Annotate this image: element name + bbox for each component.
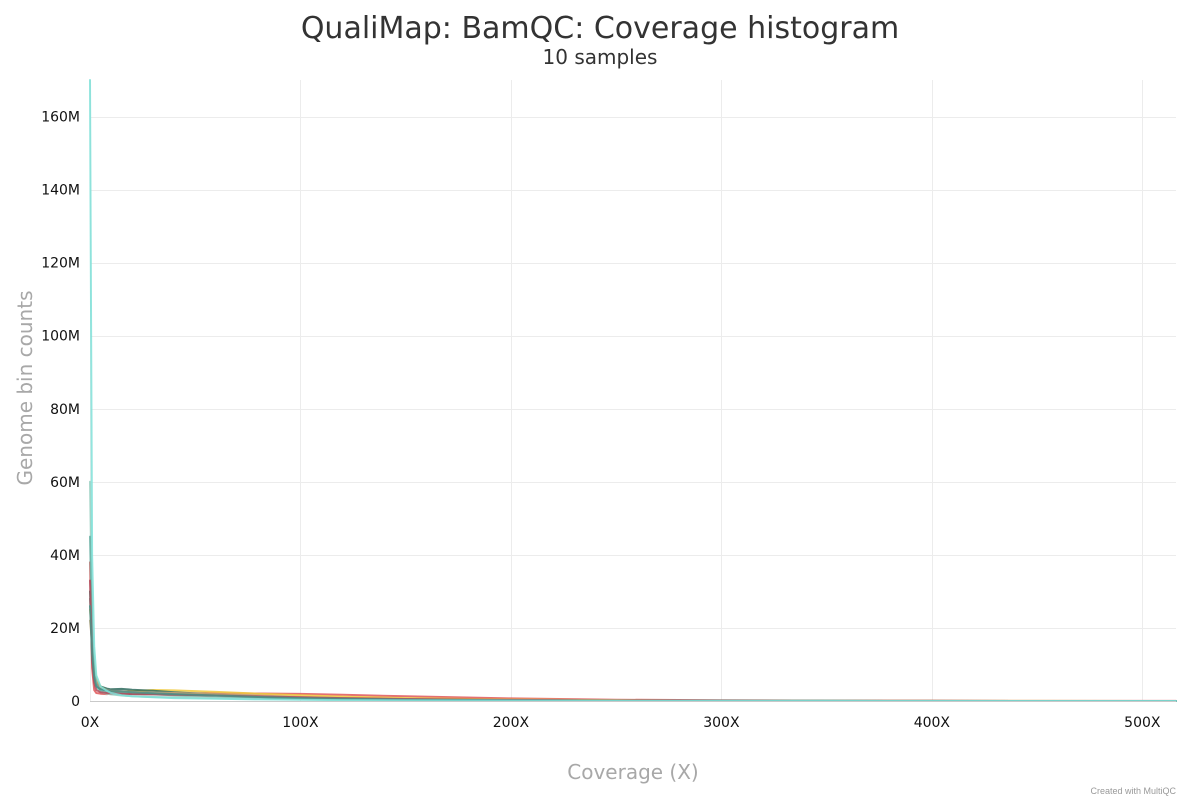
- y-axis-title: Genome bin counts: [13, 291, 37, 486]
- y-tick-label: 140M: [41, 183, 80, 199]
- x-tick-label: 100X: [282, 715, 319, 731]
- series-line-6: [89, 480, 1177, 702]
- y-tick-label: 20M: [50, 621, 80, 637]
- series-line-8: [89, 579, 1177, 702]
- chart-subtitle: 10 samples: [543, 45, 658, 69]
- chart-title: QualiMap: BamQC: Coverage histogram: [301, 11, 899, 46]
- grid-lines: [90, 80, 1176, 701]
- series-line-2: [89, 608, 1177, 702]
- tick-labels: 0 20M 40M 60M 80M 100M 120M 140M 160M 0X 100X 200X 3…: [41, 110, 1161, 731]
- x-tick-label: 0X: [81, 715, 100, 731]
- x-tick-label: 300X: [703, 715, 740, 731]
- series-line-7: [89, 535, 1177, 702]
- y-tick-label: 60M: [50, 475, 80, 491]
- y-tick-label: 120M: [41, 256, 80, 272]
- y-tick-label: 40M: [50, 548, 80, 564]
- y-tick-label: 0: [71, 694, 80, 710]
- y-tick-label: 80M: [50, 402, 80, 418]
- created-with-multiqc: Created with MultiQC: [1090, 786, 1176, 796]
- series-line-5: [89, 619, 1177, 702]
- series-line-9: [89, 605, 1177, 702]
- x-tick-label: 500X: [1124, 715, 1161, 731]
- x-axis-title: Coverage (X): [567, 760, 698, 784]
- series-lines: [89, 79, 1177, 702]
- series-line-4: [89, 597, 1177, 702]
- series-line-3: [89, 590, 1177, 702]
- series-line-10: [89, 79, 1177, 702]
- x-tick-label: 200X: [493, 715, 530, 731]
- y-tick-label: 160M: [41, 110, 80, 126]
- y-tick-label: 100M: [41, 329, 80, 345]
- series-line-1: [89, 561, 1177, 702]
- x-tick-label: 400X: [914, 715, 951, 731]
